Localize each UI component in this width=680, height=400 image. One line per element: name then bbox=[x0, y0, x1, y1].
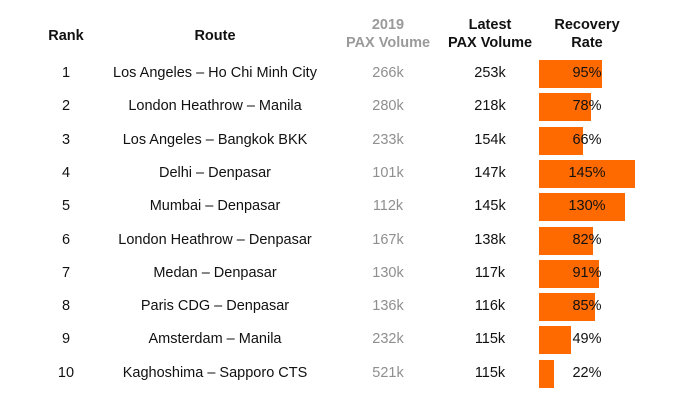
table-row: 5 Mumbai – Denpasar 112k 145k 130% bbox=[0, 190, 680, 223]
table-row: 4 Delhi – Denpasar 101k 147k 145% bbox=[0, 157, 680, 190]
pax-2019-cell: 521k bbox=[372, 364, 404, 381]
route-cell: Kaghoshima – Sapporo CTS bbox=[122, 364, 308, 381]
header-2019-pax: 2019 PAX Volume bbox=[335, 16, 441, 52]
latest-pax-cell: 145k bbox=[474, 198, 506, 215]
rank-cell: 7 bbox=[61, 264, 71, 281]
header-2019-pax-line2: PAX Volume bbox=[345, 35, 431, 51]
latest-pax-cell: 218k bbox=[474, 98, 506, 115]
table-row: 3 Los Angeles – Bangkok BKK 233k 154k 66% bbox=[0, 124, 680, 157]
route-cell: Paris CDG – Denpasar bbox=[140, 298, 290, 315]
rank-cell: 6 bbox=[61, 231, 71, 248]
recovery-bar bbox=[539, 326, 571, 355]
route-cell: Medan – Denpasar bbox=[153, 264, 277, 281]
recovery-bar bbox=[539, 193, 625, 222]
rank-cell: 4 bbox=[61, 164, 71, 181]
pax-2019-cell: 266k bbox=[372, 65, 404, 81]
recovery-label: 78% bbox=[572, 98, 602, 115]
table-row: 8 Paris CDG – Denpasar 136k 116k 85% bbox=[0, 290, 680, 323]
latest-pax-cell: 117k bbox=[474, 264, 506, 281]
pax-2019-cell: 112k bbox=[372, 198, 404, 215]
recovery-label: 85% bbox=[572, 298, 602, 315]
latest-pax-cell: 154k bbox=[474, 131, 506, 148]
header-latest-pax-line2: PAX Volume bbox=[447, 35, 533, 51]
table-row: 7 Medan – Denpasar 130k 117k 91% bbox=[0, 257, 680, 290]
route-cell: Los Angeles – Ho Chi Minh City bbox=[113, 65, 317, 81]
table-row: 2 London Heathrow – Manila 280k 218k 78% bbox=[0, 90, 680, 123]
recovery-bar bbox=[539, 259, 599, 288]
table-row: 1 Los Angeles – Ho Chi Minh City 266k 253k 9… bbox=[0, 57, 680, 90]
rank-cell: 10 bbox=[57, 364, 75, 381]
header-route: Route bbox=[194, 28, 236, 44]
route-cell: Delhi – Denpasar bbox=[158, 164, 272, 181]
latest-pax-cell: 138k bbox=[474, 231, 506, 248]
latest-pax-cell: 147k bbox=[474, 164, 506, 181]
recovery-bar bbox=[539, 159, 635, 188]
header-recovery-rate-line1: Recovery bbox=[554, 17, 620, 33]
recovery-label: 145% bbox=[568, 164, 606, 181]
latest-pax-cell: 115k bbox=[474, 364, 506, 381]
recovery-bar bbox=[539, 126, 583, 155]
header-latest-pax: Latest PAX Volume bbox=[437, 16, 543, 52]
pax-2019-cell: 233k bbox=[372, 131, 404, 148]
recovery-bar bbox=[539, 93, 591, 122]
recovery-label: 22% bbox=[572, 364, 602, 381]
table-row: 9 Amsterdam – Manila 232k 115k 49% bbox=[0, 323, 680, 356]
recovery-bar bbox=[539, 359, 554, 388]
pax-2019-cell: 232k bbox=[372, 331, 404, 348]
latest-pax-cell: 116k bbox=[474, 298, 506, 315]
pax-2019-cell: 136k bbox=[372, 298, 404, 315]
recovery-label: 49% bbox=[572, 331, 602, 348]
rank-cell: 5 bbox=[61, 198, 71, 215]
route-cell: London Heathrow – Denpasar bbox=[118, 231, 312, 248]
recovery-bar bbox=[539, 226, 593, 255]
header-recovery-rate-line2: Rate bbox=[571, 35, 603, 51]
latest-pax-cell: 115k bbox=[474, 331, 506, 348]
rank-cell: 8 bbox=[61, 298, 71, 315]
recovery-label: 66% bbox=[572, 131, 602, 148]
pax-2019-cell: 280k bbox=[372, 98, 404, 115]
rank-cell: 9 bbox=[61, 331, 71, 348]
recovery-label: 130% bbox=[568, 198, 606, 215]
rank-cell: 2 bbox=[61, 98, 71, 115]
recovery-bar bbox=[539, 60, 602, 88]
recovery-label: 95% bbox=[572, 65, 602, 81]
pax-2019-cell: 167k bbox=[372, 231, 404, 248]
route-cell: Mumbai – Denpasar bbox=[149, 198, 281, 215]
header-recovery-rate: Recovery Rate bbox=[539, 16, 635, 52]
route-cell: London Heathrow – Manila bbox=[128, 98, 302, 115]
latest-pax-cell: 253k bbox=[474, 65, 506, 81]
table-row: 10 Kaghoshima – Sapporo CTS 521k 115k 22% bbox=[0, 357, 680, 390]
rank-cell: 3 bbox=[61, 131, 71, 148]
recovery-label: 91% bbox=[572, 264, 602, 281]
header-latest-pax-line1: Latest bbox=[468, 17, 512, 33]
rank-cell: 1 bbox=[61, 65, 71, 81]
route-cell: Los Angeles – Bangkok BKK bbox=[122, 131, 308, 148]
table-row: 6 London Heathrow – Denpasar 167k 138k 82% bbox=[0, 224, 680, 257]
pax-2019-cell: 130k bbox=[372, 264, 404, 281]
recovery-label: 82% bbox=[572, 231, 602, 248]
recovery-bar bbox=[539, 293, 595, 322]
route-cell: Amsterdam – Manila bbox=[148, 331, 282, 348]
pax-2019-cell: 101k bbox=[372, 164, 404, 181]
header-rank: Rank bbox=[48, 28, 84, 44]
header-2019-pax-line1: 2019 bbox=[371, 17, 405, 33]
